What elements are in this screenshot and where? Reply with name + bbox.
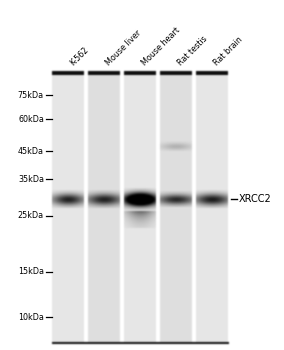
Text: 25kDa: 25kDa	[18, 211, 44, 220]
Text: K-562: K-562	[68, 45, 90, 67]
Text: Mouse heart: Mouse heart	[140, 25, 182, 67]
Text: 35kDa: 35kDa	[18, 175, 44, 183]
Text: 15kDa: 15kDa	[18, 267, 44, 276]
Text: 60kDa: 60kDa	[18, 114, 44, 124]
Text: Rat brain: Rat brain	[212, 35, 244, 67]
Text: 75kDa: 75kDa	[18, 91, 44, 99]
Text: XRCC2: XRCC2	[239, 194, 272, 204]
Text: 45kDa: 45kDa	[18, 147, 44, 155]
Text: Rat testis: Rat testis	[176, 34, 209, 67]
Text: Mouse liver: Mouse liver	[104, 28, 143, 67]
Text: 10kDa: 10kDa	[18, 313, 44, 322]
